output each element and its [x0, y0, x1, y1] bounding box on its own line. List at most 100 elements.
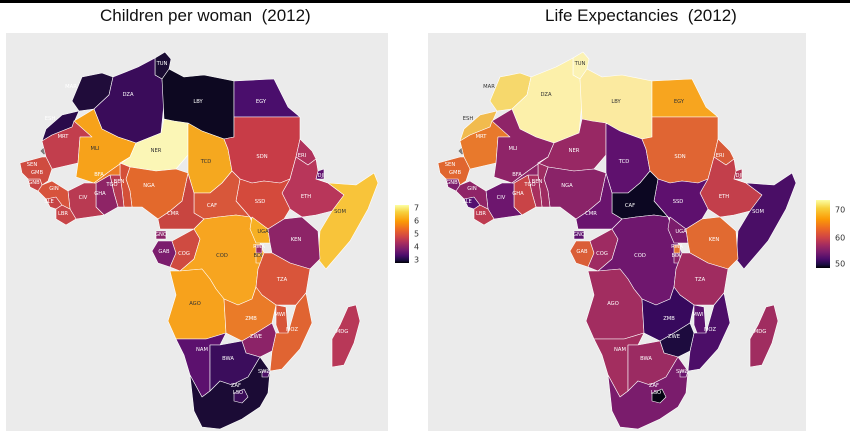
country-label-gnq: GNQ: [573, 232, 585, 238]
country-label-ner: NER: [151, 148, 162, 154]
country-label-dza: DZA: [540, 92, 552, 98]
country-label-eri: ERI: [298, 153, 307, 159]
country-label-gha: GHA: [94, 191, 106, 197]
country-som: [315, 172, 379, 270]
country-label-mar: MAR: [483, 84, 495, 90]
country-label-zmb: ZMB: [663, 316, 675, 322]
country-label-sle: SLE: [44, 199, 53, 205]
country-label-zmb: ZMB: [245, 316, 257, 322]
legend-colorbar: [816, 200, 830, 268]
country-sdn: [641, 116, 719, 184]
legend-fertility: 7 6 5 4 3: [395, 203, 425, 265]
country-som: [733, 172, 797, 270]
country-label-caf: CAF: [207, 203, 217, 209]
country-label-zwe: ZWE: [668, 334, 680, 340]
country-label-nga: NGA: [561, 183, 573, 189]
country-label-tgo: TGO: [523, 182, 535, 188]
country-uga: [249, 216, 271, 244]
country-label-som: SOM: [752, 209, 764, 215]
country-label-eth: ETH: [301, 194, 311, 200]
country-label-eri: ERI: [716, 153, 725, 159]
country-label-nga: NGA: [143, 183, 155, 189]
country-label-sen: SEN: [445, 162, 456, 168]
country-label-zaf: ZAF: [231, 383, 241, 389]
country-label-mdg: MDG: [336, 329, 349, 335]
country-label-bfa: BFA: [512, 172, 522, 178]
country-label-mwi: MWI: [692, 312, 704, 318]
country-label-ago: AGO: [189, 301, 201, 307]
country-label-civ: CIV: [497, 195, 506, 201]
country-label-cmr: CMR: [167, 211, 179, 217]
country-label-dji: DJI: [735, 173, 743, 179]
country-label-mwi: MWI: [274, 312, 286, 318]
country-label-civ: CIV: [79, 195, 88, 201]
country-swz: [679, 370, 689, 378]
legend-tick: 70: [835, 205, 846, 215]
country-label-bfa: BFA: [94, 172, 104, 178]
country-label-ssd: SSD: [673, 199, 684, 205]
africa-map-group: TUN MAR ESH DZA LBY EGY MRT MLI NER TCD SDN ERI DJI E…: [19, 51, 379, 430]
map-title-fertility: Children per woman (2012): [100, 6, 311, 25]
country-label-nam: NAM: [614, 347, 626, 353]
country-label-ago: AGO: [607, 301, 619, 307]
country-label-gin: GIN: [467, 186, 477, 192]
country-egy: [651, 78, 719, 118]
country-label-ken: KEN: [291, 237, 302, 243]
country-label-swz: SWZ: [676, 369, 688, 375]
country-label-bdi: BDI: [671, 253, 681, 259]
country-label-mli: MLI: [91, 146, 100, 152]
country-label-tza: TZA: [276, 277, 288, 283]
country-label-gab: GAB: [158, 249, 170, 255]
legend-life-expectancy: 70 60 50: [816, 200, 846, 269]
country-label-esh: ESH: [45, 116, 56, 122]
country-label-lby: LBY: [193, 99, 203, 105]
country-label-gmb: GMB: [449, 170, 461, 176]
country-label-zwe: ZWE: [250, 334, 262, 340]
country-label-moz: MOZ: [286, 327, 299, 333]
country-label-ner: NER: [569, 148, 580, 154]
country-label-lso: LSO: [233, 390, 243, 396]
country-label-gin: GIN: [49, 186, 59, 192]
map-panel-fertility: TUN MAR ESH DZA LBY EGY MRT MLI NER TCD SDN ERI DJI E…: [6, 33, 388, 431]
country-label-ken: KEN: [709, 237, 720, 243]
country-label-tgo: TGO: [105, 182, 117, 188]
country-label-bwa: BWA: [222, 356, 234, 362]
country-lso: [233, 388, 249, 404]
country-label-tcd: TCD: [200, 159, 211, 165]
country-label-tun: TUN: [156, 61, 168, 67]
legend-colorbar: [395, 205, 409, 263]
country-label-sdn: SDN: [674, 154, 685, 160]
africa-choropleth-life-expectancy: TUN MAR ESH DZA LBY EGY MRT MLI NER TCD SDN ERI DJI E…: [437, 51, 797, 430]
top-rule: [0, 0, 850, 3]
country-label-sle: SLE: [462, 199, 471, 205]
country-label-eth: ETH: [719, 194, 729, 200]
legend-tick: 7: [414, 203, 420, 213]
country-uga: [667, 216, 689, 244]
country-label-gha: GHA: [512, 191, 524, 197]
country-gnq: [155, 230, 167, 240]
country-gnq: [573, 230, 585, 240]
country-label-cod: COD: [216, 253, 228, 259]
country-label-gnb: GNB: [446, 180, 458, 186]
country-label-swz: SWZ: [258, 369, 270, 375]
country-label-zaf: ZAF: [649, 383, 659, 389]
country-label-sdn: SDN: [256, 154, 267, 160]
country-label-dza: DZA: [122, 92, 134, 98]
country-label-caf: CAF: [625, 203, 635, 209]
legend-tick: 60: [835, 233, 846, 243]
country-gin: [455, 180, 489, 210]
country-label-egy: EGY: [256, 99, 267, 105]
country-label-lbr: LBR: [476, 211, 486, 217]
country-label-cmr: CMR: [585, 211, 597, 217]
country-label-lbr: LBR: [58, 211, 68, 217]
map-title-life-expectancy: Life Expectancies (2012): [545, 6, 737, 25]
country-label-mar: MAR: [65, 84, 77, 90]
country-label-lby: LBY: [611, 99, 621, 105]
country-label-rwa: RWA: [671, 244, 683, 250]
country-label-gab: GAB: [576, 249, 588, 255]
country-label-rwa: RWA: [253, 244, 265, 250]
country-label-mdg: MDG: [754, 329, 767, 335]
country-label-sen: SEN: [27, 162, 38, 168]
country-gin: [37, 180, 71, 210]
country-label-ben: BEN: [114, 179, 125, 185]
